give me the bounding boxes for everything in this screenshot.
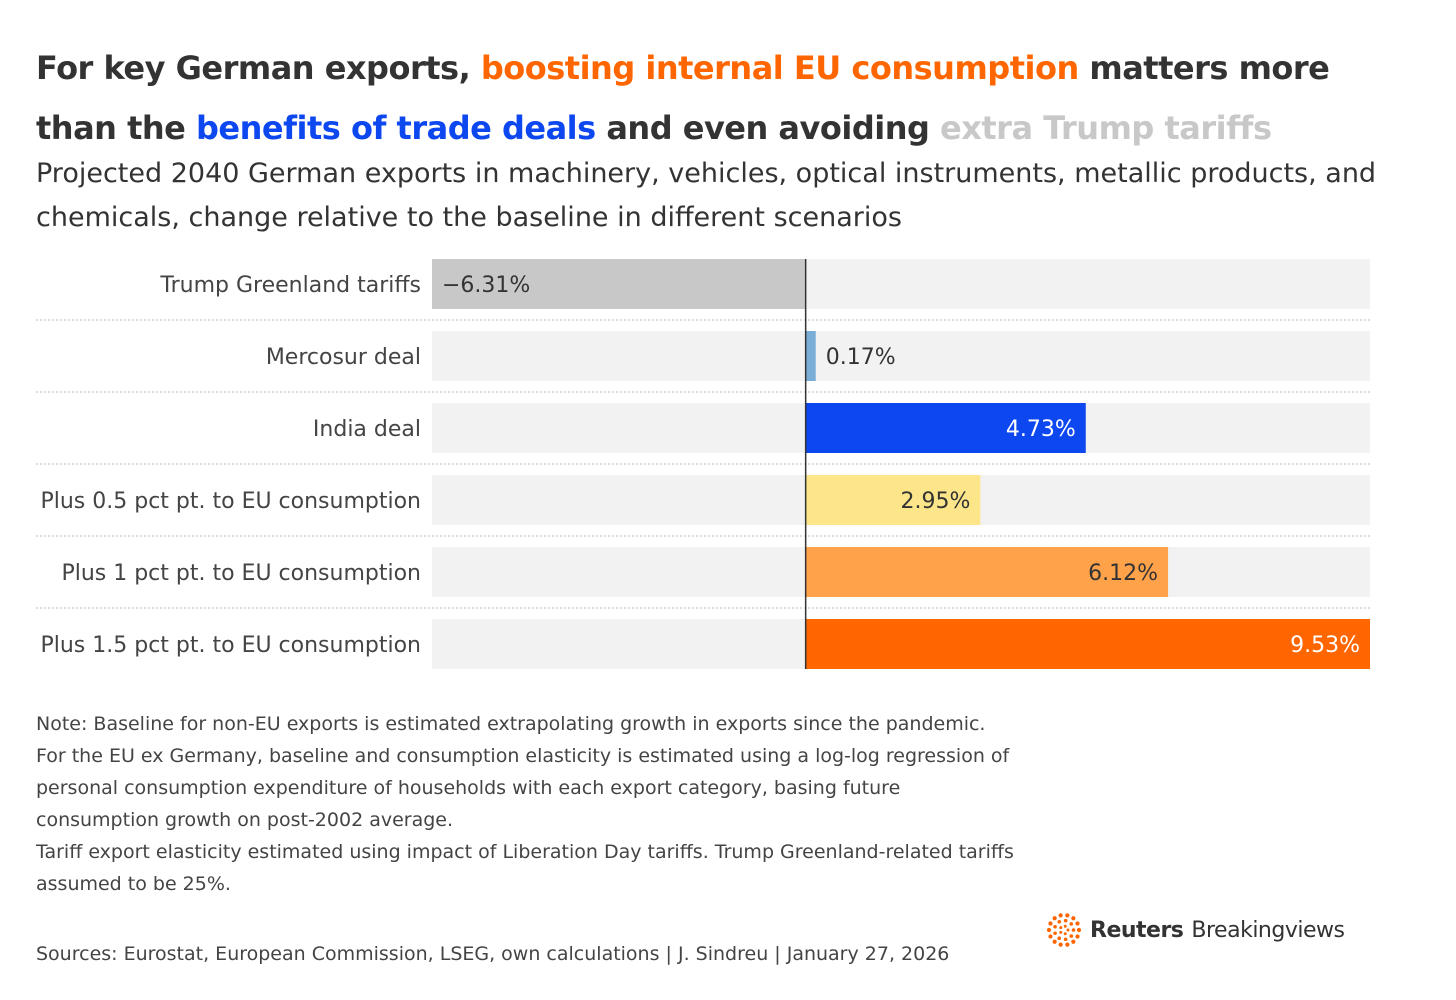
title-part-3: matters more than the bbox=[36, 49, 1330, 147]
bar-chart: Trump Greenland tariffs −6.31% Mercosur de… bbox=[36, 259, 1370, 669]
bar bbox=[432, 259, 806, 309]
chart-subtitle: Projected 2040 German exports in machine… bbox=[36, 158, 1377, 233]
data-label: 9.53% bbox=[1290, 633, 1360, 658]
category-label: Plus 0.5 pct pt. to EU consumption bbox=[40, 489, 421, 514]
bar bbox=[805, 619, 1370, 669]
title-highlight-eu-consumption: boosting internal EU consumption bbox=[480, 49, 1079, 87]
chart-notes: Note: Baseline for non-EU exports is est… bbox=[36, 708, 1026, 900]
data-label: 6.12% bbox=[1088, 561, 1158, 586]
bar bbox=[805, 331, 816, 381]
category-label: Plus 1.5 pct pt. to EU consumption bbox=[40, 633, 421, 658]
note-1: Note: Baseline for non-EU exports is est… bbox=[36, 713, 986, 735]
title-highlight-trade-deals: benefits of trade deals bbox=[196, 109, 596, 147]
data-label: −6.31% bbox=[442, 273, 530, 298]
category-label: Plus 1 pct pt. to EU consumption bbox=[61, 561, 421, 586]
chart-title: For key German exports, boosting interna… bbox=[36, 38, 1416, 158]
data-label: 2.95% bbox=[900, 489, 970, 514]
logo-product: Breakingviews bbox=[1191, 917, 1345, 943]
title-part-1: For key German exports, bbox=[36, 49, 481, 87]
data-label: 4.73% bbox=[1006, 417, 1076, 442]
category-label: India deal bbox=[313, 417, 421, 442]
bar bbox=[805, 475, 981, 525]
category-label: Trump Greenland tariffs bbox=[159, 273, 421, 298]
bar bbox=[805, 403, 1086, 453]
reuters-dots-icon bbox=[1046, 913, 1082, 947]
note-2: For the EU ex Germany, baseline and cons… bbox=[36, 745, 1010, 831]
note-3: Tariff export elasticity estimated using… bbox=[36, 841, 1014, 895]
data-label: 0.17% bbox=[826, 345, 896, 370]
title-highlight-trump-tariffs: extra Trump tariffs bbox=[940, 109, 1272, 147]
bar-track bbox=[432, 331, 1370, 381]
reuters-breakingviews-logo: Reuters Breakingviews bbox=[1046, 910, 1345, 950]
sources-line: Sources: Eurostat, European Commission, … bbox=[36, 943, 950, 965]
bar bbox=[805, 547, 1169, 597]
title-part-5: and even avoiding bbox=[595, 109, 941, 147]
category-label: Mercosur deal bbox=[266, 345, 421, 370]
logo-brand: Reuters bbox=[1090, 917, 1184, 943]
